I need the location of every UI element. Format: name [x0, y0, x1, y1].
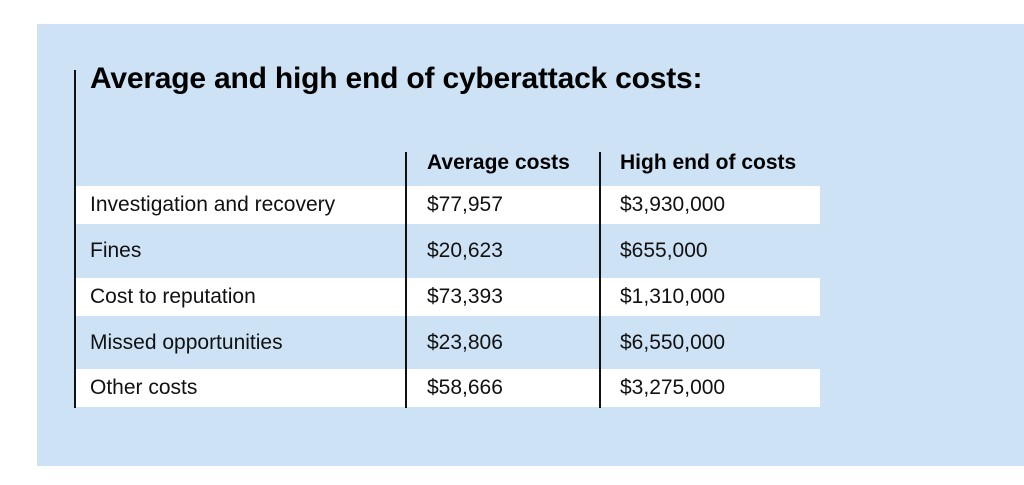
average-cost-value: $73,393 [427, 285, 503, 308]
row-label: Other costs [90, 376, 198, 399]
table-row: Investigation and recovery $77,957 $3,93… [76, 186, 820, 224]
left-accent-rule [74, 70, 76, 408]
cost-table: Average costs High end of costs Investig… [76, 142, 820, 408]
page-title: Average and high end of cyberattack cost… [90, 62, 703, 95]
row-label: Missed opportunities [90, 330, 283, 354]
header-cell-average-costs: Average costs [427, 151, 570, 174]
high-end-cost-value: $3,930,000 [620, 193, 726, 216]
high-end-cost-value: $3,275,000 [620, 376, 726, 399]
column-divider-1 [405, 152, 407, 408]
row-label: Cost to reputation [90, 285, 256, 308]
header-cell-high-end-costs: High end of costs [620, 151, 797, 174]
table-row: Fines $20,623 $655,000 [76, 224, 820, 278]
average-cost-value: $58,666 [427, 376, 503, 399]
average-cost-value: $77,957 [427, 193, 503, 216]
average-cost-value: $23,806 [427, 330, 503, 354]
high-end-cost-value: $1,310,000 [620, 285, 726, 308]
row-label: Investigation and recovery [90, 193, 336, 216]
high-end-cost-value: $6,550,000 [620, 330, 726, 354]
table-row: Other costs $58,666 $3,275,000 [76, 369, 820, 407]
average-cost-value: $20,623 [427, 239, 503, 262]
table-row: Cost to reputation $73,393 $1,310,000 [76, 278, 820, 316]
row-label: Fines [90, 239, 142, 262]
high-end-cost-value: $655,000 [620, 239, 708, 262]
column-divider-2 [599, 152, 601, 408]
table-row: Missed opportunities $23,806 $6,550,000 [76, 316, 820, 369]
table-header-row: Average costs High end of costs [76, 142, 820, 184]
